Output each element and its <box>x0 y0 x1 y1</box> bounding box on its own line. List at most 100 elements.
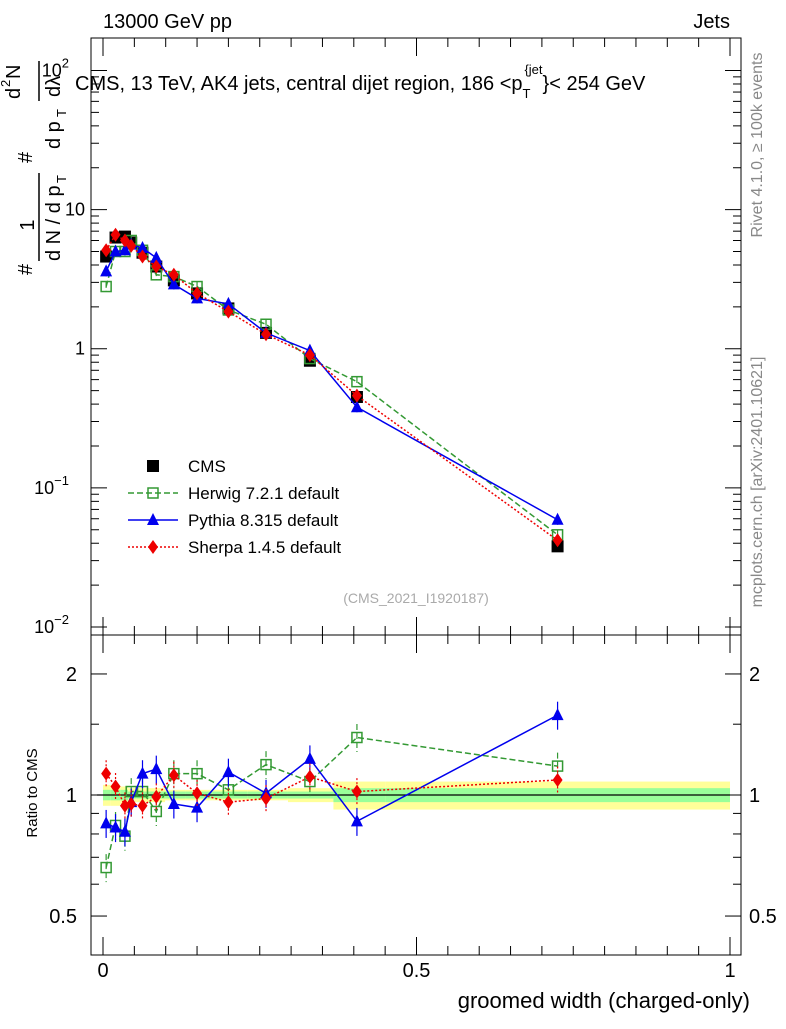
ratio-point <box>191 767 203 780</box>
main-y-tick-base: 10 <box>34 478 54 498</box>
ratio-point <box>110 779 121 794</box>
ratio-y-tick-label-right: 0.5 <box>749 906 777 928</box>
main-point <box>110 227 121 242</box>
ratio-y-tick-label: 1 <box>66 785 77 807</box>
main-point <box>168 267 179 282</box>
x-axis-label: groomed width (charged-only) <box>458 988 750 1013</box>
main-y-tick-label: 10 <box>65 200 85 220</box>
ratio-point <box>351 731 363 744</box>
category-label: Jets <box>693 11 730 33</box>
main-y-tick-label: 1 <box>75 339 85 359</box>
ratio-point <box>551 708 564 721</box>
analysis-watermark: (CMS_2021_I1920187) <box>343 590 489 606</box>
ratio-point <box>260 758 272 771</box>
main-y-tick-label: 10−1 <box>34 473 69 498</box>
ylabel-t-sub-2: T <box>54 109 69 117</box>
ylabel-t-sub-1: T <box>54 175 69 183</box>
legend-marker <box>148 540 158 554</box>
ratio-point <box>304 769 315 784</box>
main-y-tick-base: 10 <box>34 617 54 637</box>
title-suffix: }< 254 GeV <box>543 73 647 95</box>
ratio-point <box>168 768 179 783</box>
main-point <box>552 533 563 548</box>
legend-label: Sherpa 1.4.5 default <box>188 538 341 557</box>
legend-marker <box>147 513 159 525</box>
main-point <box>100 280 112 293</box>
main-point <box>151 259 162 274</box>
main-point <box>126 238 137 253</box>
x-tick-label: 1 <box>724 960 735 982</box>
ratio-y-axis-label: Ratio to CMS <box>24 748 41 837</box>
ratio-point <box>150 805 163 818</box>
ratio-point <box>167 796 180 809</box>
main-point <box>118 243 131 256</box>
ylabel-hash-2: # <box>15 151 37 163</box>
title-sup: {jet <box>524 62 542 77</box>
legend-label: CMS <box>188 457 226 476</box>
main-y-tick-base: 10 <box>42 60 62 80</box>
main-point <box>119 233 130 248</box>
main-point <box>192 286 203 301</box>
mcplots-label: mcplots.cern.ch [arXiv:2401.10621] <box>749 357 766 608</box>
ylabel-one: 1 <box>17 219 39 230</box>
ratio-point <box>101 766 112 781</box>
ylabel-dn-dpt: d N / d p <box>43 185 65 261</box>
main-point <box>350 400 363 413</box>
ratio-point <box>261 791 272 806</box>
main-point <box>261 327 272 342</box>
main-point <box>137 249 148 264</box>
ylabel-hash-1: # <box>15 263 37 275</box>
main-y-tick-exponent: −2 <box>54 612 69 627</box>
plot-title: CMS, 13 TeV, AK4 jets, central dijet reg… <box>75 62 646 101</box>
ratio-point <box>223 795 234 810</box>
legend-marker <box>147 487 159 499</box>
ylabel-dlambda: dλ <box>43 76 65 97</box>
ratio-point <box>100 861 112 874</box>
rivet-label: Rivet 4.1.0, ≥ 100k events <box>749 53 766 238</box>
main-point <box>150 250 163 263</box>
ratio-y-tick-label-right: 1 <box>749 785 760 807</box>
ylabel-d: d <box>3 88 25 99</box>
energy-label: 13000 GeV pp <box>103 11 232 33</box>
legend-label: Herwig 7.2.1 default <box>188 484 339 503</box>
ratio-point <box>137 798 148 813</box>
main-point <box>222 296 235 309</box>
main-point <box>351 375 363 388</box>
legend-marker <box>147 460 159 472</box>
main-point <box>167 277 180 290</box>
ratio-point <box>109 820 122 833</box>
main-point <box>136 240 149 253</box>
ratio-uncertainty-band <box>97 781 730 810</box>
ratio-point <box>100 816 113 829</box>
ratio-point <box>126 796 137 811</box>
ratio-point <box>118 824 131 837</box>
ratio-point <box>303 751 316 764</box>
main-y-tick-label: 10−2 <box>34 612 69 637</box>
title-sub: T <box>523 86 531 101</box>
main-point <box>101 243 112 258</box>
ratio-point <box>192 786 203 801</box>
ratio-y-tick-label: 2 <box>66 664 77 686</box>
ratio-y-tick-label: 0.5 <box>49 906 77 928</box>
main-point <box>551 512 564 525</box>
x-axis: 0 0.5 1 <box>97 38 736 982</box>
main-y-tick-label: 102 <box>42 55 69 80</box>
ratio-point <box>151 789 162 804</box>
ratio-series-group <box>100 701 564 883</box>
ratio-point <box>552 772 563 787</box>
ratio-y-axis: 0.5 0.5 1 1 2 2 <box>49 664 777 928</box>
main-y-tick-exponent: −1 <box>54 473 69 488</box>
ylabel-exp-2: 2 <box>0 80 13 87</box>
ratio-point <box>351 784 362 799</box>
title-prefix: CMS, 13 TeV, AK4 jets, central dijet reg… <box>75 73 523 95</box>
legend-label: Pythia 8.315 default <box>188 511 339 530</box>
main-y-axis-label: # 1 d N / d p T # d p T d 2 N dλ <box>0 61 69 275</box>
main-point <box>304 348 315 363</box>
legend: CMS Herwig 7.2.1 default Pythia 8.315 defa… <box>128 457 341 557</box>
main-point <box>351 388 362 403</box>
main-y-tick-exponent: 2 <box>62 55 69 70</box>
ratio-point <box>350 814 363 827</box>
main-point <box>109 244 122 257</box>
